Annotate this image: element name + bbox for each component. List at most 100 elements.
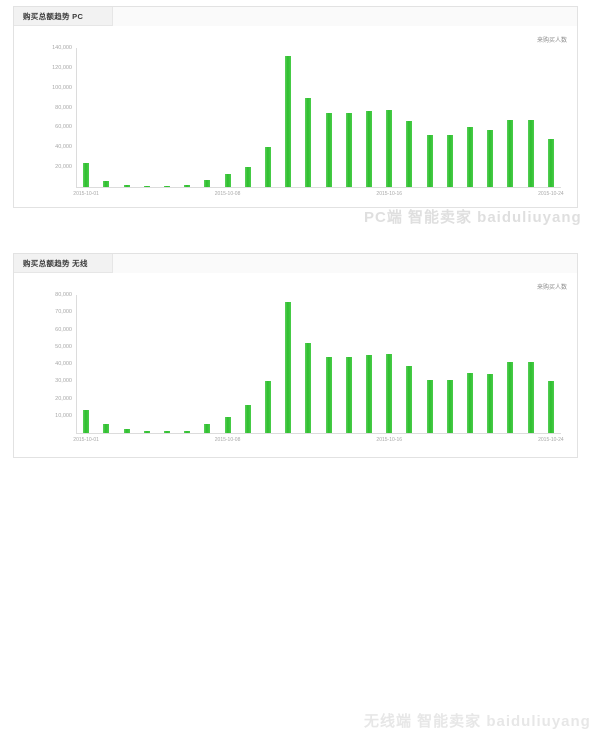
panel-pc-legend: 来购买人数 bbox=[536, 38, 567, 44]
chart-bar[interactable] bbox=[487, 374, 494, 433]
bar-slot bbox=[278, 295, 298, 433]
chart-bar[interactable] bbox=[103, 180, 110, 187]
panel-pc-body: 来购买人数 20,000 40,000 60,000 80,000 100,000 120… bbox=[14, 26, 581, 226]
chart-bar[interactable] bbox=[184, 185, 191, 187]
chart-pc-y-axis-line bbox=[76, 48, 77, 187]
chart-bar[interactable] bbox=[83, 409, 90, 433]
chart-bar[interactable] bbox=[325, 357, 332, 433]
bar-slot bbox=[460, 295, 480, 433]
chart-pc-plot bbox=[76, 48, 561, 187]
chart-bar[interactable] bbox=[325, 112, 332, 187]
chart-bar[interactable] bbox=[365, 355, 372, 433]
bar-slot bbox=[500, 295, 520, 433]
bar-slot bbox=[460, 48, 480, 187]
panel-pc-title: 购买总额趋势 PC bbox=[23, 11, 84, 21]
bar-slot bbox=[177, 295, 197, 433]
chart-bar[interactable] bbox=[305, 97, 312, 187]
bar-slot bbox=[419, 295, 439, 433]
chart-bar[interactable] bbox=[264, 381, 271, 433]
chart-bar[interactable] bbox=[345, 357, 352, 433]
y-tick-label: 50,000 bbox=[55, 343, 72, 350]
x-tick-label: 2015-10-16 bbox=[376, 191, 403, 197]
bar-slot bbox=[137, 48, 157, 187]
chart-bar[interactable] bbox=[143, 185, 150, 187]
chart-pc-x-axis-line bbox=[76, 187, 561, 188]
chart-wireless-plot bbox=[76, 295, 561, 433]
y-tick-label: 10,000 bbox=[55, 412, 72, 419]
chart-bar[interactable] bbox=[83, 163, 90, 187]
chart-bar[interactable] bbox=[527, 362, 534, 433]
chart-bar[interactable] bbox=[446, 135, 453, 187]
chart-bar[interactable] bbox=[305, 343, 312, 433]
chart-bar[interactable] bbox=[224, 174, 231, 187]
chart-bar[interactable] bbox=[426, 379, 433, 433]
chart-bar[interactable] bbox=[406, 121, 413, 187]
bar-slot bbox=[157, 48, 177, 187]
chart-bar[interactable] bbox=[527, 119, 534, 187]
chart-bar[interactable] bbox=[163, 185, 170, 187]
chart-bar[interactable] bbox=[547, 139, 554, 187]
bar-slot bbox=[76, 48, 96, 187]
bar-slot bbox=[197, 48, 217, 187]
bar-slot bbox=[359, 295, 379, 433]
chart-pc-x-axis: 2015-10-01 2015-10-08 2015-10-16 2015-10-24 bbox=[73, 191, 563, 201]
panel-wireless-title: 购买总额趋势 无线 bbox=[23, 258, 88, 268]
chart-bar[interactable] bbox=[224, 416, 231, 433]
chart-bar[interactable] bbox=[244, 405, 251, 433]
chart-bar[interactable] bbox=[386, 353, 393, 433]
panel-pc-header: 购买总额趋势 PC bbox=[14, 7, 577, 26]
bar-slot bbox=[238, 48, 258, 187]
chart-bar[interactable] bbox=[163, 431, 170, 433]
chart-bar[interactable] bbox=[466, 127, 473, 187]
bar-slot bbox=[177, 48, 197, 187]
chart-bar[interactable] bbox=[426, 135, 433, 187]
chart-bar[interactable] bbox=[365, 110, 372, 187]
bar-slot bbox=[137, 295, 157, 433]
chart-bar[interactable] bbox=[446, 379, 453, 433]
bar-slot bbox=[318, 48, 338, 187]
x-tick-label: 2015-10-01 bbox=[73, 437, 99, 443]
bar-slot bbox=[480, 48, 500, 187]
bar-slot bbox=[419, 48, 439, 187]
bar-slot bbox=[217, 48, 237, 187]
bar-slot bbox=[96, 295, 116, 433]
bar-slot bbox=[157, 295, 177, 433]
panel-wireless-tab-strip bbox=[112, 254, 577, 273]
chart-bar[interactable] bbox=[264, 147, 271, 187]
bar-slot bbox=[278, 48, 298, 187]
chart-bar[interactable] bbox=[184, 430, 191, 433]
chart-bar[interactable] bbox=[143, 430, 150, 433]
bar-slot bbox=[379, 48, 399, 187]
chart-bar[interactable] bbox=[244, 167, 251, 187]
bar-slot bbox=[520, 48, 540, 187]
bar-slot bbox=[298, 295, 318, 433]
bar-slot bbox=[399, 295, 419, 433]
chart-bar[interactable] bbox=[204, 180, 211, 187]
bar-slot bbox=[541, 48, 561, 187]
chart-bar[interactable] bbox=[123, 184, 130, 187]
panel-wireless-body: 来购买人数 10,000 20,000 30,000 40,000 50,000 60,0… bbox=[14, 273, 590, 730]
chart-bar[interactable] bbox=[285, 301, 292, 433]
panel-wireless: 购买总额趋势 无线 来购买人数 10,000 20,000 30,000 40,000… bbox=[13, 253, 590, 730]
y-tick-label: 80,000 bbox=[55, 292, 72, 298]
chart-bar[interactable] bbox=[487, 130, 494, 187]
chart-bar[interactable] bbox=[466, 372, 473, 433]
y-tick-label: 20,000 bbox=[55, 395, 72, 402]
chart-bar[interactable] bbox=[386, 109, 393, 187]
bar-slot bbox=[96, 48, 116, 187]
y-tick-label: 40,000 bbox=[55, 144, 72, 151]
bar-slot bbox=[480, 295, 500, 433]
chart-bar[interactable] bbox=[285, 55, 292, 187]
bar-slot bbox=[318, 295, 338, 433]
chart-bar[interactable] bbox=[507, 362, 514, 433]
chart-bar[interactable] bbox=[204, 423, 211, 433]
chart-wireless-x-axis-line bbox=[76, 433, 561, 434]
chart-bar[interactable] bbox=[406, 365, 413, 433]
chart-bar[interactable] bbox=[547, 381, 554, 433]
y-tick-label: 120,000 bbox=[52, 64, 72, 71]
y-tick-label: 60,000 bbox=[55, 124, 72, 131]
chart-bar[interactable] bbox=[103, 423, 110, 433]
chart-bar[interactable] bbox=[345, 112, 352, 187]
chart-bar[interactable] bbox=[123, 428, 130, 433]
chart-bar[interactable] bbox=[507, 119, 514, 187]
